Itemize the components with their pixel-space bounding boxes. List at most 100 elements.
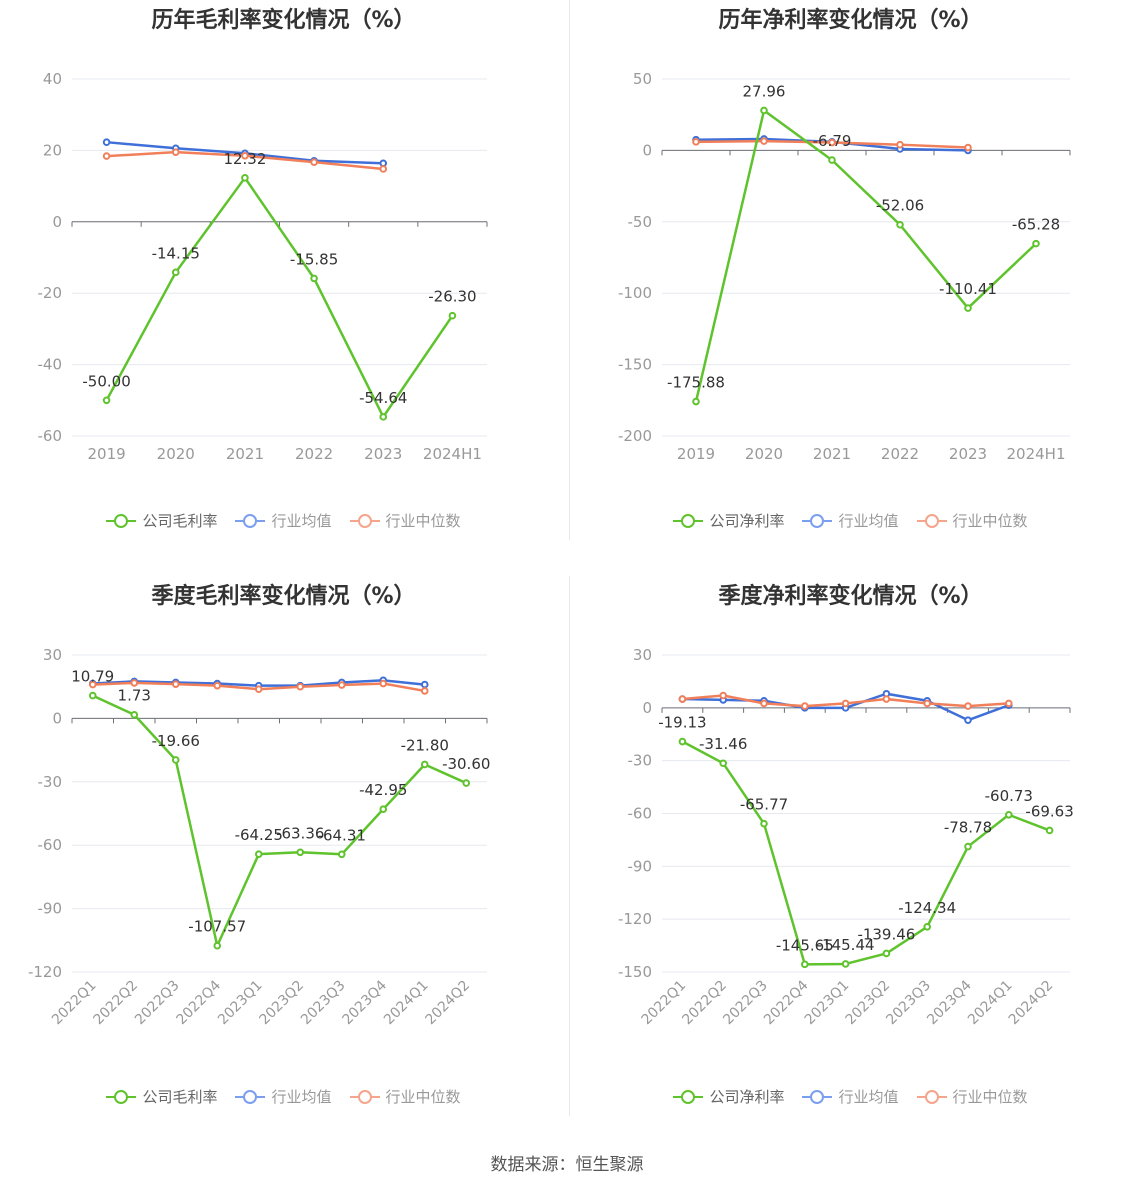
x-tick-label: 2022 <box>881 445 919 463</box>
data-label: -139.46 <box>857 925 915 943</box>
industry-median-data-point <box>420 687 429 695</box>
x-tick-label: 2022Q4 <box>761 977 812 1028</box>
legend-label: 公司净利率 <box>709 512 785 530</box>
x-tick-label: 2019 <box>677 445 715 463</box>
chart-legend: 公司净利率 行业均值 行业中位数 <box>567 510 1134 531</box>
legend-line-icon <box>106 1089 137 1104</box>
x-tick-label: 2024H1 <box>1007 445 1066 463</box>
legend-item-avg[interactable]: 行业均值 <box>802 1086 899 1107</box>
x-tick-label: 2022 <box>295 445 333 463</box>
industry-median-data-point <box>923 699 932 708</box>
x-tick-label: 2022Q1 <box>49 978 100 1029</box>
data-label: 12.32 <box>223 150 266 168</box>
data-label: -54.64 <box>359 389 407 407</box>
x-tick-label: 2022Q2 <box>90 978 141 1029</box>
legend-line-icon <box>106 513 137 528</box>
company-data-point <box>213 941 222 950</box>
company-data-point <box>379 805 388 813</box>
company-data-point <box>171 268 180 277</box>
industry-median-data-point <box>801 702 809 710</box>
chart-legend: 公司毛利率 行业均值 行业中位数 <box>0 1086 567 1107</box>
data-label: -6.79 <box>813 132 852 150</box>
legend-label: 行业中位数 <box>952 512 1028 530</box>
industry-median-data-point <box>379 679 388 688</box>
company-data-point <box>1032 239 1040 248</box>
legend-label: 行业均值 <box>838 512 899 530</box>
industry-median-data-point <box>171 680 180 688</box>
chart-title: 历年毛利率变化情况（%） <box>151 8 416 33</box>
legend-label: 行业中位数 <box>952 1088 1028 1106</box>
company-data-point <box>719 759 727 768</box>
y-tick-label: -120 <box>28 963 62 981</box>
y-tick-label: -60 <box>38 427 63 445</box>
legend-item-company[interactable]: 公司净利率 <box>673 1086 784 1107</box>
data-label: -52.06 <box>876 197 924 215</box>
company-data-point <box>801 960 809 969</box>
legend-item-avg[interactable]: 行业均值 <box>802 510 899 531</box>
y-tick-label: 20 <box>43 141 62 159</box>
chart-legend: 公司毛利率 行业均值 行业中位数 <box>0 510 567 531</box>
company-data-point <box>310 274 318 283</box>
data-label: -19.66 <box>152 732 200 750</box>
y-tick-label: 0 <box>642 699 652 717</box>
data-label: -30.60 <box>442 755 490 773</box>
industry-median-data-point <box>171 148 180 156</box>
chart-svg: 300-30-60-90-120-1502022Q12022Q22022Q320… <box>618 646 1074 1029</box>
x-tick-label: 2023Q4 <box>924 977 975 1028</box>
x-tick-label: 2019 <box>87 445 125 463</box>
company-series-line <box>694 109 1037 402</box>
industry-median-data-point <box>678 695 687 703</box>
company-series-line <box>105 176 454 419</box>
legend-item-avg[interactable]: 行业均值 <box>235 1086 332 1107</box>
legend-label: 行业中位数 <box>385 512 461 530</box>
company-data-point <box>1005 810 1013 819</box>
data-label: -145.44 <box>817 936 875 954</box>
industry-median-data-point <box>964 143 972 152</box>
chart-panel-annual-gross: 历年毛利率变化情况（%） 40 20 0 -20 -40 -60 2019 2020 2021 2… <box>0 0 567 575</box>
company-data-point <box>337 850 346 859</box>
data-label: 1.73 <box>118 687 151 705</box>
y-tick-label: -30 <box>38 773 63 791</box>
legend-item-median[interactable]: 行业中位数 <box>916 1086 1028 1107</box>
legend-label: 公司净利率 <box>709 1088 785 1106</box>
data-label: -15.85 <box>290 250 338 268</box>
y-tick-label: -50 <box>628 213 653 231</box>
x-tick-label: 2022Q1 <box>639 978 690 1029</box>
company-data-point <box>241 174 249 182</box>
legend-item-median[interactable]: 行业中位数 <box>349 1086 461 1107</box>
legend-label: 行业均值 <box>271 512 332 530</box>
y-tick-label: 30 <box>43 646 62 664</box>
legend-line-icon <box>802 1089 833 1104</box>
x-tick-label: 2020 <box>745 445 783 463</box>
y-tick-label: -120 <box>618 910 652 928</box>
chart-svg: 30 0 -30 -60 -90 -1202022Q12022Q22022Q32022Q4… <box>28 646 490 1029</box>
company-data-point <box>102 396 111 405</box>
legend-item-company[interactable]: 公司毛利率 <box>106 510 217 531</box>
legend-item-median[interactable]: 行业中位数 <box>916 510 1028 531</box>
y-tick-label: 30 <box>633 646 652 664</box>
legend-line-icon <box>916 1089 947 1104</box>
data-label: -145.65 <box>776 936 834 954</box>
chart-title: 季度净利率变化情况（%） <box>718 584 983 609</box>
company-data-point <box>692 397 700 406</box>
industry-median-data-point <box>379 165 388 173</box>
x-tick-label: 2022Q4 <box>173 977 224 1028</box>
industry-median-data-point <box>882 695 891 703</box>
data-label: -21.80 <box>401 736 449 754</box>
y-tick-label: -90 <box>628 857 653 875</box>
legend-item-company[interactable]: 公司毛利率 <box>106 1086 217 1107</box>
data-label: -31.46 <box>699 735 747 753</box>
y-tick-label: -30 <box>628 752 653 770</box>
legend-item-median[interactable]: 行业中位数 <box>349 510 461 531</box>
company-data-point <box>760 106 768 115</box>
legend-item-company[interactable]: 公司净利率 <box>673 510 784 531</box>
x-tick-label: 2023Q2 <box>843 978 894 1029</box>
data-label: -107.57 <box>188 918 246 936</box>
x-tick-label: 2023Q4 <box>339 977 390 1028</box>
legend-item-avg[interactable]: 行业均值 <box>235 510 332 531</box>
data-label: -64.25 <box>235 826 283 844</box>
y-tick-label: 0 <box>642 141 652 159</box>
company-data-point <box>841 960 850 968</box>
industry-median-data-point <box>719 691 727 700</box>
x-tick-label: 2023Q2 <box>256 978 307 1029</box>
